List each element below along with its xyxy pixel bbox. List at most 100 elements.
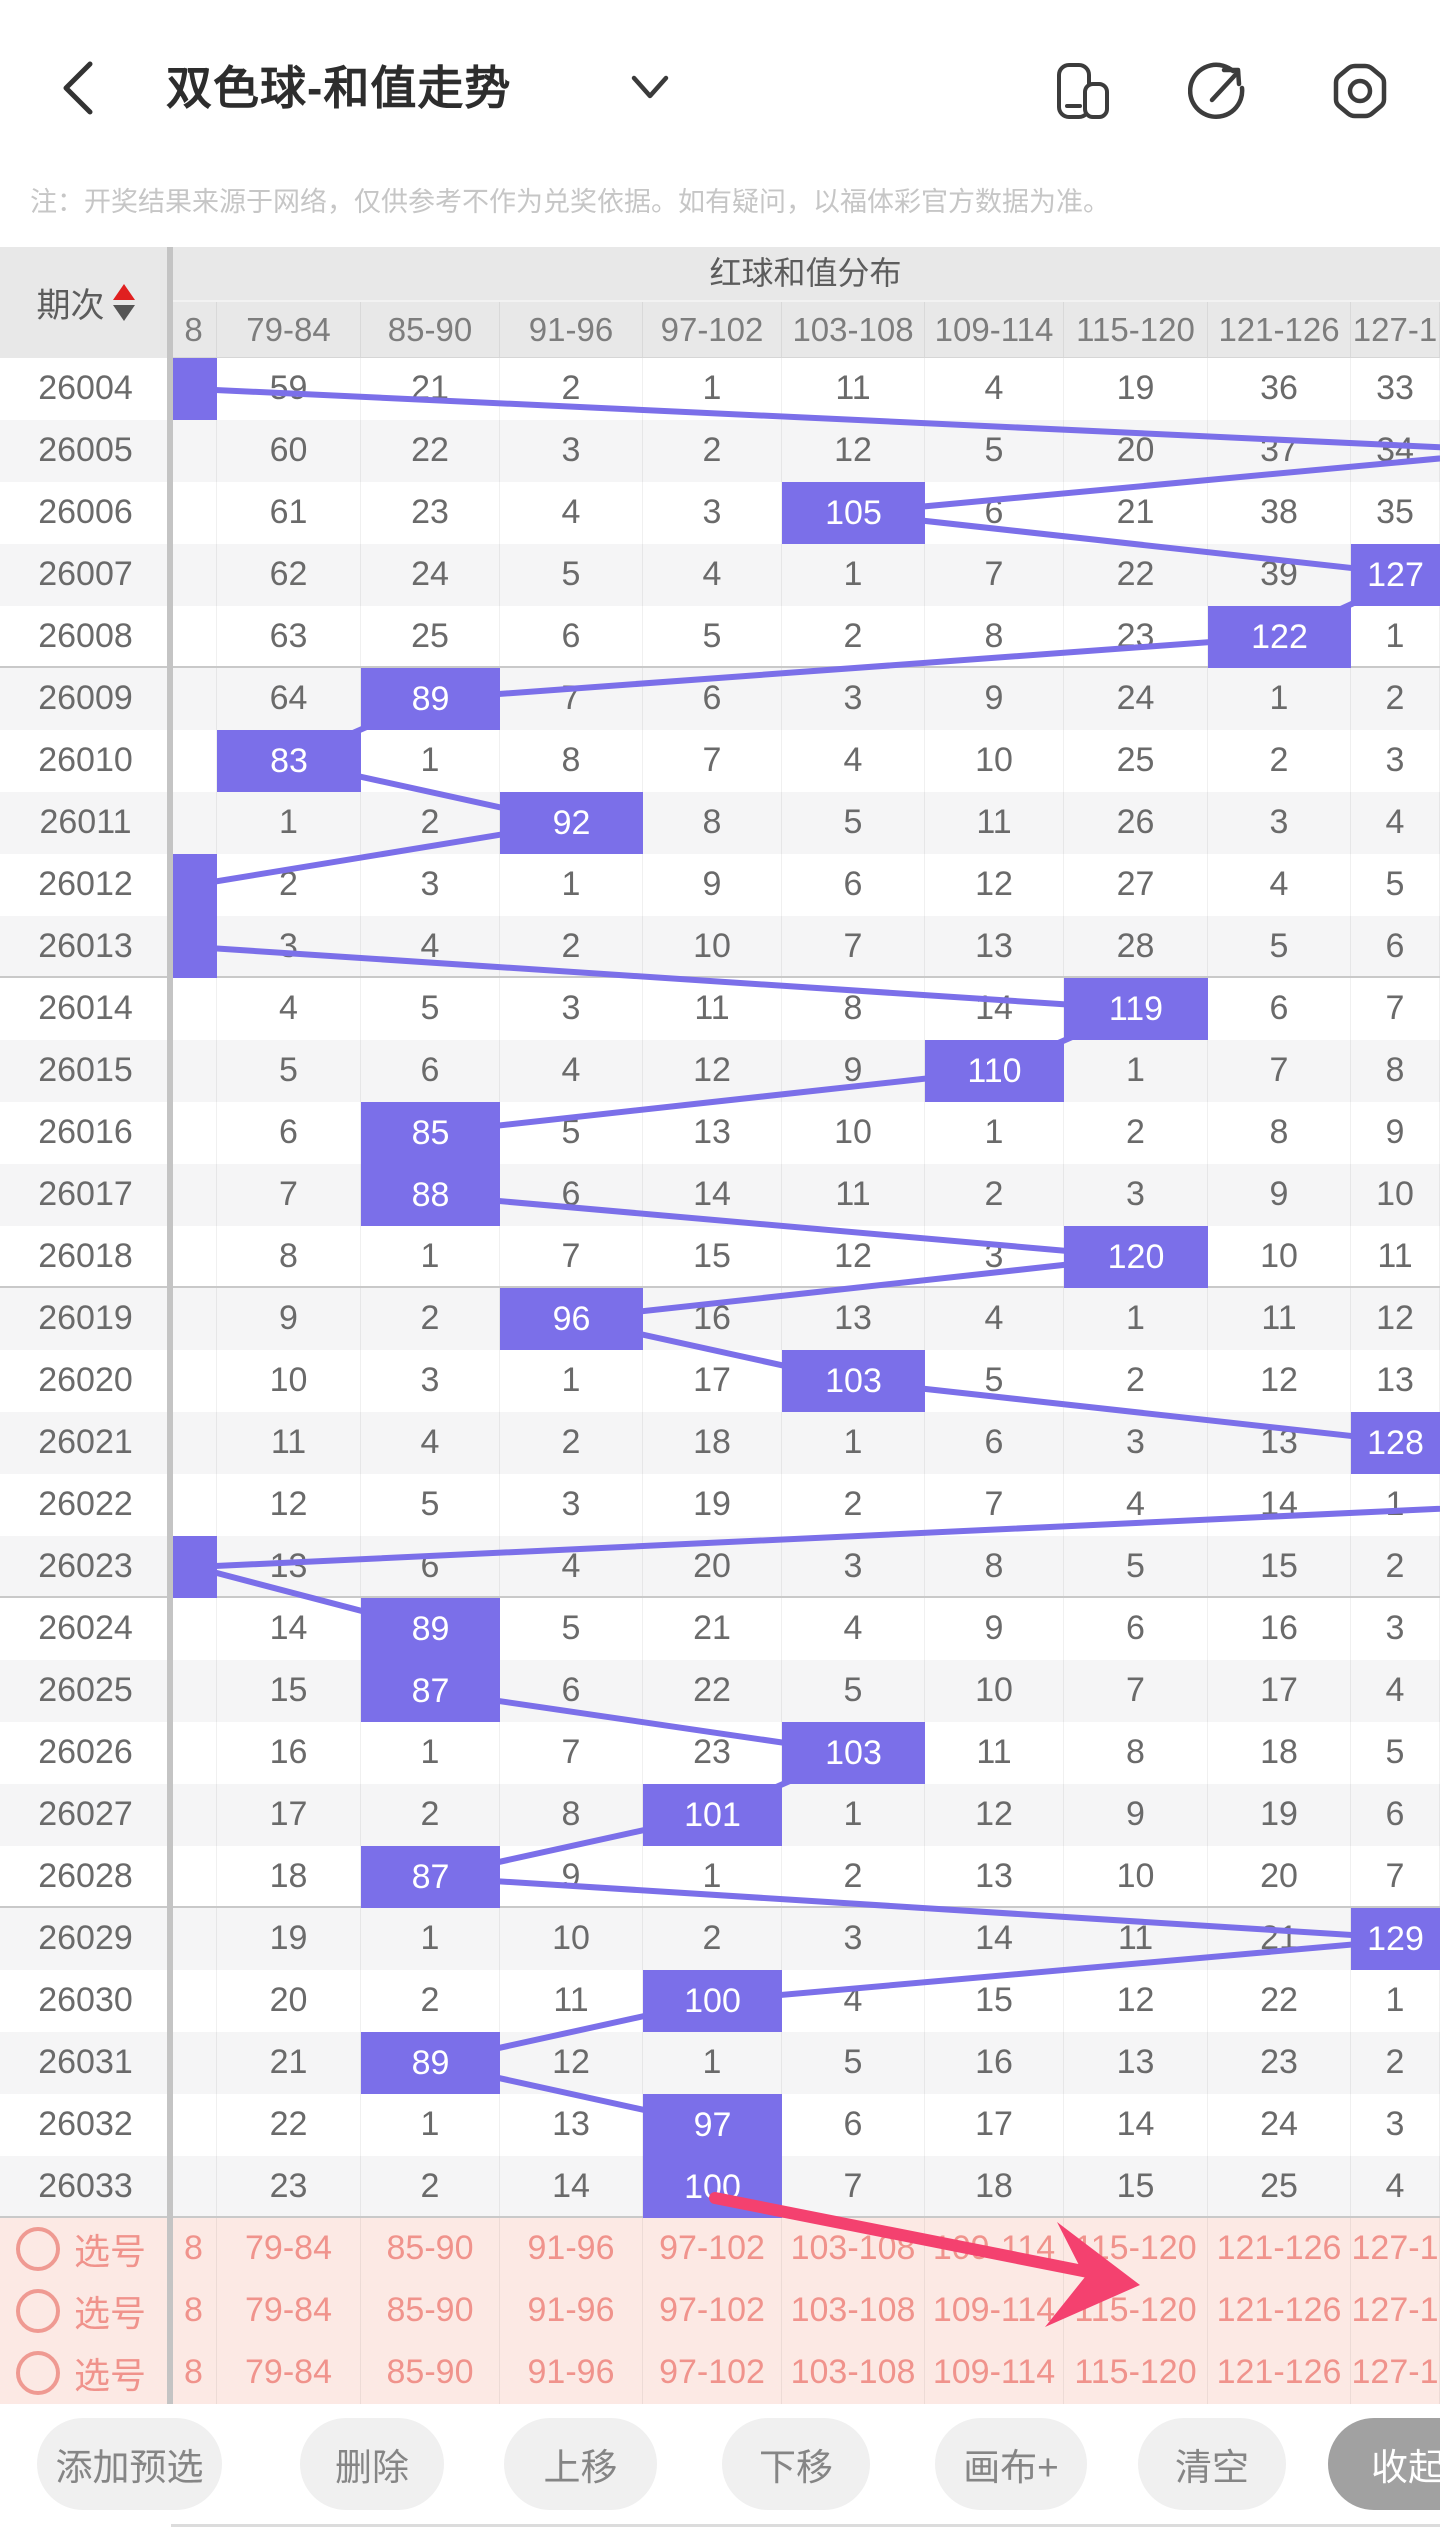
selection-range-cell[interactable]: 91-96 [500,2342,643,2404]
selection-range-cell[interactable]: 8 [171,2218,217,2280]
count-cell: 18 [925,2156,1064,2216]
count-cell: 17 [643,1350,782,1412]
count-cell: 6 [925,1412,1064,1474]
selection-range-cell[interactable]: 85-90 [361,2342,500,2404]
table-row: 26019 9 2 16 13 4 1 11 12 [0,1288,1440,1350]
count-cell: 23 [1208,2032,1351,2094]
settings-icon[interactable] [1331,62,1389,120]
count-cell: 13 [782,1288,925,1350]
count-cell [171,606,217,666]
selection-range-cell[interactable]: 97-102 [643,2218,782,2280]
selection-range-cell[interactable]: 91-96 [500,2218,643,2280]
selection-range-cell[interactable]: 115-120 [1064,2342,1208,2404]
count-cell: 15 [1064,2156,1208,2216]
count-cell: 25 [1064,730,1208,792]
count-cell: 2 [782,606,925,666]
period-cell: 26009 [38,679,133,717]
period-cell: 26008 [38,617,133,655]
count-cell: 2 [361,1970,500,2032]
split-screen-icon[interactable] [1053,62,1111,120]
count-cell: 5 [361,978,500,1040]
count-cell: 11 [1351,1226,1440,1286]
selection-range-cell[interactable]: 127-1 [1351,2280,1440,2342]
count-cell: 1 [1064,1040,1208,1102]
count-cell: 20 [1208,1846,1351,1906]
selection-range-cell[interactable]: 115-120 [1064,2280,1208,2342]
count-cell: 21 [1064,482,1208,544]
selection-radio[interactable]: 选号 [0,2280,171,2342]
selection-range-cell[interactable]: 91-96 [500,2280,643,2342]
selection-range-cell[interactable]: 8 [171,2280,217,2342]
toolbar-button-3[interactable]: 上移 [504,2418,657,2510]
count-cell: 18 [1208,1722,1351,1784]
count-cell [171,1226,217,1286]
selection-range-cell[interactable]: 127-1 [1351,2342,1440,2404]
page-title[interactable]: 双色球-和值走势 [166,62,512,114]
table-row: 26012 2 3 1 9 6 12 27 4 5 [0,854,1440,916]
selection-range-cell[interactable]: 121-126 [1208,2342,1351,2404]
selection-range-cell[interactable]: 103-108 [782,2218,925,2280]
selection-range-cell[interactable]: 85-90 [361,2218,500,2280]
selection-range-cell[interactable]: 121-126 [1208,2218,1351,2280]
column-header: 91-96 [500,302,643,357]
selection-range-cell[interactable]: 85-90 [361,2280,500,2342]
toolbar-button-4[interactable]: 下移 [722,2418,870,2510]
column-header: 79-84 [217,302,361,357]
selection-range-cell[interactable]: 103-108 [782,2342,925,2404]
count-cell: 4 [500,1040,643,1102]
share-icon[interactable] [1188,62,1246,120]
count-cell: 9 [500,1846,643,1906]
selection-radio[interactable]: 选号 [0,2342,171,2404]
count-cell: 6 [500,606,643,666]
period-cell: 26006 [38,493,133,531]
count-cell: 25 [361,606,500,666]
selection-range-cell[interactable]: 79-84 [217,2280,361,2342]
selection-range-cell[interactable]: 109-114 [925,2218,1064,2280]
selection-range-cell[interactable]: 109-114 [925,2280,1064,2342]
count-cell [171,1102,217,1164]
selection-radio[interactable]: 选号 [0,2218,171,2280]
toolbar-button-5[interactable]: 画布+ [935,2418,1087,2510]
count-cell: 5 [925,420,1064,482]
count-cell: 1 [782,1412,925,1474]
count-cell [361,1846,500,1906]
table-row: 26029 19 1 10 2 3 14 11 21 [0,1908,1440,1970]
selection-range-cell[interactable]: 8 [171,2342,217,2404]
collapse-button[interactable]: 收起 [1328,2418,1440,2510]
selection-range-cell[interactable]: 79-84 [217,2218,361,2280]
count-cell: 4 [1351,1660,1440,1722]
selection-range-cell[interactable]: 97-102 [643,2280,782,2342]
toolbar-button-6[interactable]: 清空 [1138,2418,1286,2510]
column-header: 8 [171,302,217,357]
count-cell: 10 [1351,1164,1440,1226]
selection-range-cell[interactable]: 127-1 [1351,2218,1440,2280]
count-cell: 24 [1208,2094,1351,2156]
count-cell: 4 [643,544,782,606]
count-cell: 3 [1351,730,1440,792]
count-cell [171,792,217,854]
selection-range-cell[interactable]: 79-84 [217,2342,361,2404]
period-cell: 26007 [38,555,133,593]
period-cell: 26010 [38,741,133,779]
count-cell: 2 [643,1908,782,1970]
count-cell: 23 [361,482,500,544]
count-cell: 2 [1064,1350,1208,1412]
count-cell: 8 [500,1784,643,1846]
selection-range-cell[interactable]: 103-108 [782,2280,925,2342]
selection-range-cell[interactable]: 121-126 [1208,2280,1351,2342]
count-cell: 5 [1351,1722,1440,1784]
toolbar-button-2[interactable]: 删除 [300,2418,444,2510]
toolbar-button-1[interactable]: 添加预选 [37,2418,222,2510]
selection-range-cell[interactable]: 97-102 [643,2342,782,2404]
chevron-down-icon[interactable] [628,72,672,102]
count-cell: 3 [782,1908,925,1970]
selection-range-cell[interactable]: 109-114 [925,2342,1064,2404]
count-cell: 34 [1351,420,1440,482]
count-cell: 1 [361,1722,500,1784]
count-cell [171,1040,217,1102]
back-icon[interactable] [58,60,98,116]
selection-range-cell[interactable]: 115-120 [1064,2218,1208,2280]
period-sort-header[interactable]: 期次 [0,247,171,358]
count-cell: 12 [782,420,925,482]
count-cell [1064,1226,1208,1286]
